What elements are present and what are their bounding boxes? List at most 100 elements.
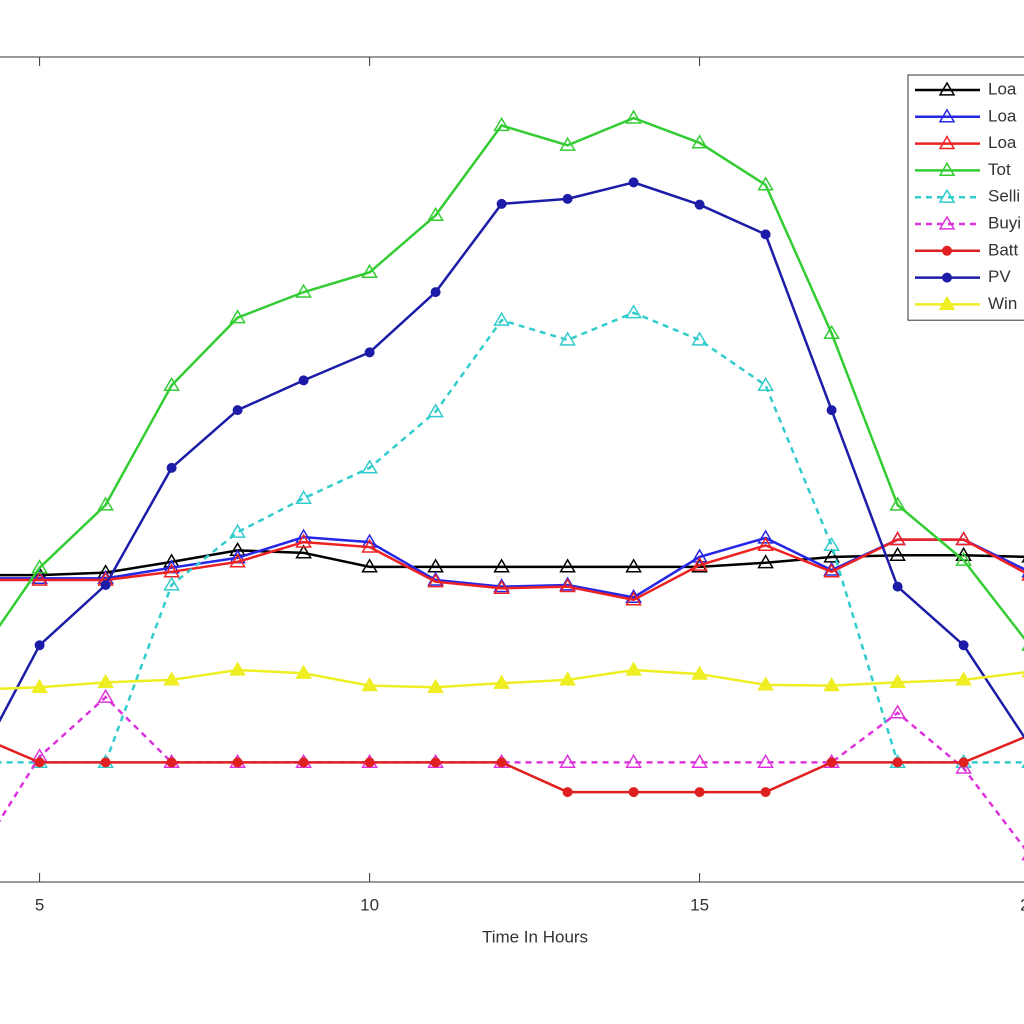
data-point xyxy=(889,531,906,546)
data-point xyxy=(625,588,642,604)
data-point xyxy=(295,544,312,559)
data-point xyxy=(889,673,906,688)
data-point xyxy=(955,759,972,774)
legend-marker xyxy=(938,295,956,311)
data-point xyxy=(163,576,180,591)
data-point xyxy=(295,283,312,298)
data-point xyxy=(427,573,444,588)
data-point xyxy=(427,403,444,418)
data-point xyxy=(97,496,114,511)
data-point xyxy=(298,375,309,386)
data-point xyxy=(361,677,378,692)
data-point xyxy=(823,677,840,692)
legend-entry: Buyi xyxy=(915,213,1021,232)
data-point xyxy=(31,559,48,574)
data-point xyxy=(298,757,309,768)
data-point xyxy=(757,176,774,191)
legend-label: Buyi xyxy=(988,213,1021,232)
legend-label: Batt xyxy=(988,240,1019,259)
data-point xyxy=(625,304,642,319)
legend-marker xyxy=(938,215,956,230)
data-point xyxy=(559,136,576,151)
data-point xyxy=(496,757,507,768)
data-point xyxy=(559,558,576,573)
data-point xyxy=(958,640,969,651)
data-point xyxy=(295,489,312,505)
data-point xyxy=(823,536,840,552)
data-point xyxy=(430,287,441,298)
series-line xyxy=(0,695,1024,850)
data-point xyxy=(826,405,837,416)
series-line xyxy=(0,311,1024,764)
data-point xyxy=(361,263,378,278)
data-point xyxy=(493,558,510,573)
data-point xyxy=(430,757,441,768)
data-point xyxy=(493,578,510,593)
data-point xyxy=(493,116,510,132)
x-tick-label: 15 xyxy=(690,895,709,914)
data-point xyxy=(757,753,774,769)
data-point xyxy=(958,757,969,768)
data-point xyxy=(559,578,576,593)
series-line xyxy=(0,549,1024,577)
data-point xyxy=(229,553,246,568)
data-point xyxy=(691,556,708,571)
data-point xyxy=(628,177,639,188)
data-point xyxy=(889,704,906,719)
data-point xyxy=(757,536,774,552)
data-point xyxy=(31,571,48,586)
x-tick-label: 20 xyxy=(1020,895,1024,914)
legend-label: Win xyxy=(988,294,1017,313)
series-line xyxy=(0,538,1024,602)
data-point xyxy=(31,678,48,693)
data-point xyxy=(760,229,771,240)
data-point xyxy=(955,671,972,686)
legend-marker xyxy=(942,272,952,283)
data-point xyxy=(625,753,642,769)
legend-entry: Selli xyxy=(915,187,1020,206)
data-point xyxy=(493,579,510,594)
legend-entry: PV xyxy=(915,267,1011,286)
data-point xyxy=(691,753,708,769)
data-point xyxy=(889,496,906,511)
data-point xyxy=(229,661,246,676)
data-point xyxy=(361,558,378,573)
data-point xyxy=(493,311,510,326)
data-point xyxy=(166,757,177,768)
data-point xyxy=(757,676,774,691)
legend-entry: Loa xyxy=(915,79,1017,98)
legend-label: Selli xyxy=(988,187,1020,206)
x-axis-label: Time In Hours xyxy=(482,927,588,946)
data-point xyxy=(166,462,177,473)
x-tick-label: 10 xyxy=(360,895,379,914)
data-point xyxy=(760,787,771,798)
data-point xyxy=(295,533,312,548)
legend-marker xyxy=(938,81,956,96)
data-point xyxy=(889,546,906,561)
data-point xyxy=(694,787,705,798)
data-point xyxy=(892,757,903,768)
data-point xyxy=(625,591,642,606)
data-point xyxy=(955,551,972,566)
data-point xyxy=(232,757,243,768)
legend-entry: Batt xyxy=(915,240,1019,259)
data-point xyxy=(427,678,444,693)
legend-marker xyxy=(938,188,956,203)
data-point xyxy=(559,753,576,769)
data-point xyxy=(163,376,180,391)
data-point xyxy=(100,757,111,768)
data-point xyxy=(562,193,573,204)
data-point xyxy=(625,661,642,676)
data-point xyxy=(823,563,840,578)
data-point xyxy=(757,529,774,544)
data-point xyxy=(232,405,243,416)
data-point xyxy=(691,548,708,563)
data-point xyxy=(625,558,642,573)
data-point xyxy=(31,569,48,585)
data-point xyxy=(229,523,246,538)
data-point xyxy=(757,554,774,569)
data-point xyxy=(229,309,246,324)
legend-entry: Tot xyxy=(915,160,1011,179)
data-point xyxy=(559,671,576,686)
